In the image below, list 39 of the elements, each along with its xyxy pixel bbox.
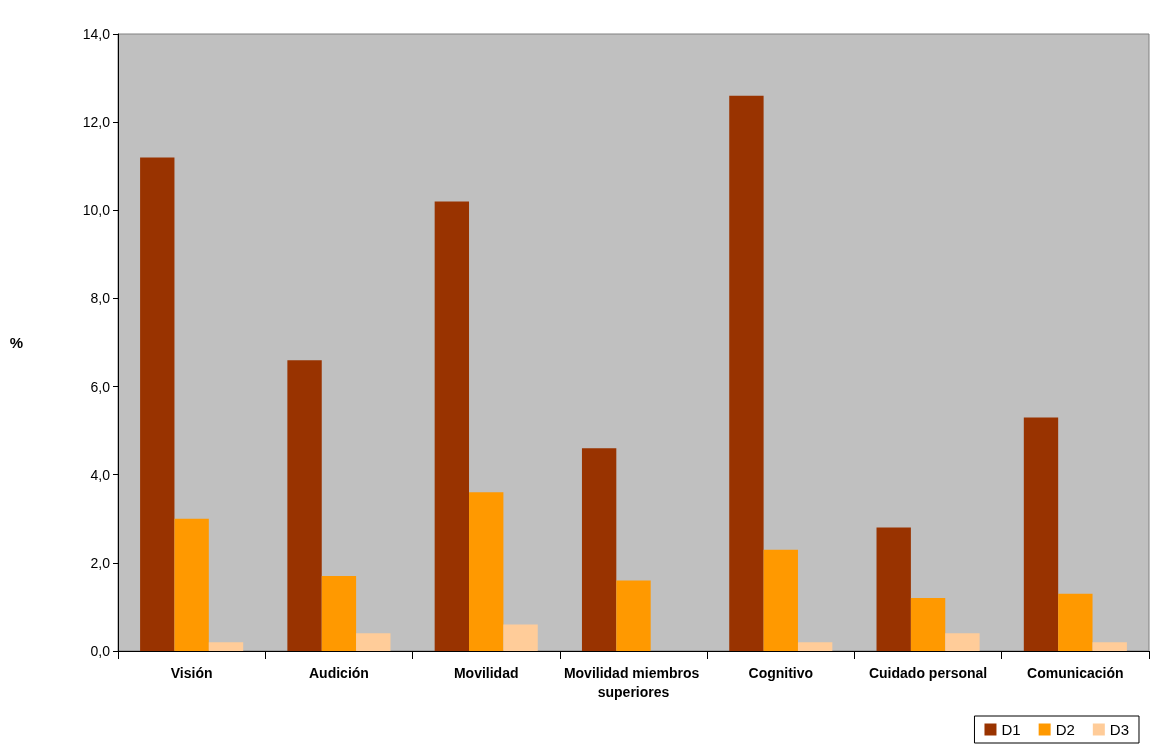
x-tick-label: Cognitivo [748, 664, 814, 681]
y-tick-label: 14,0 [82, 26, 111, 42]
bar [729, 95, 764, 651]
bar [434, 201, 470, 651]
y-tick-label: 6,0 [90, 378, 111, 395]
y-tick-label: 4,0 [90, 466, 111, 483]
x-tick-label: Visión [170, 664, 213, 681]
x-tick-label: Comunicación [1027, 664, 1124, 681]
bar [287, 360, 322, 651]
bar [910, 598, 946, 651]
bar [140, 157, 175, 651]
bar [356, 633, 391, 651]
bar [503, 624, 538, 651]
legend-label: D2 [1055, 721, 1075, 738]
bar [876, 527, 911, 651]
x-tick-label: Movilidad [453, 664, 519, 681]
bar [174, 518, 209, 651]
bar [1058, 593, 1093, 651]
y-tick-label: 8,0 [90, 290, 111, 307]
x-tick-label: Cuidado personal [868, 664, 988, 681]
x-tick-label: Audición [308, 664, 369, 681]
bar [469, 492, 504, 651]
bar [945, 633, 980, 651]
bar [763, 549, 798, 651]
legend-label: D1 [1001, 721, 1021, 738]
bar [581, 448, 617, 651]
bar [321, 576, 357, 651]
y-tick-label: 10,0 [82, 202, 111, 219]
x-tick-label: Movilidad miembros superiores [563, 664, 704, 700]
bar [208, 642, 244, 651]
y-tick-label: 12,0 [82, 114, 111, 131]
legend-label: D3 [1109, 721, 1130, 738]
bar [616, 580, 651, 651]
y-axis-title: % [9, 334, 23, 351]
bar [1023, 417, 1059, 651]
bar [797, 642, 833, 651]
bar [1092, 642, 1127, 651]
y-tick-label: 0,0 [90, 643, 111, 659]
y-tick-label: 2,0 [90, 554, 111, 571]
